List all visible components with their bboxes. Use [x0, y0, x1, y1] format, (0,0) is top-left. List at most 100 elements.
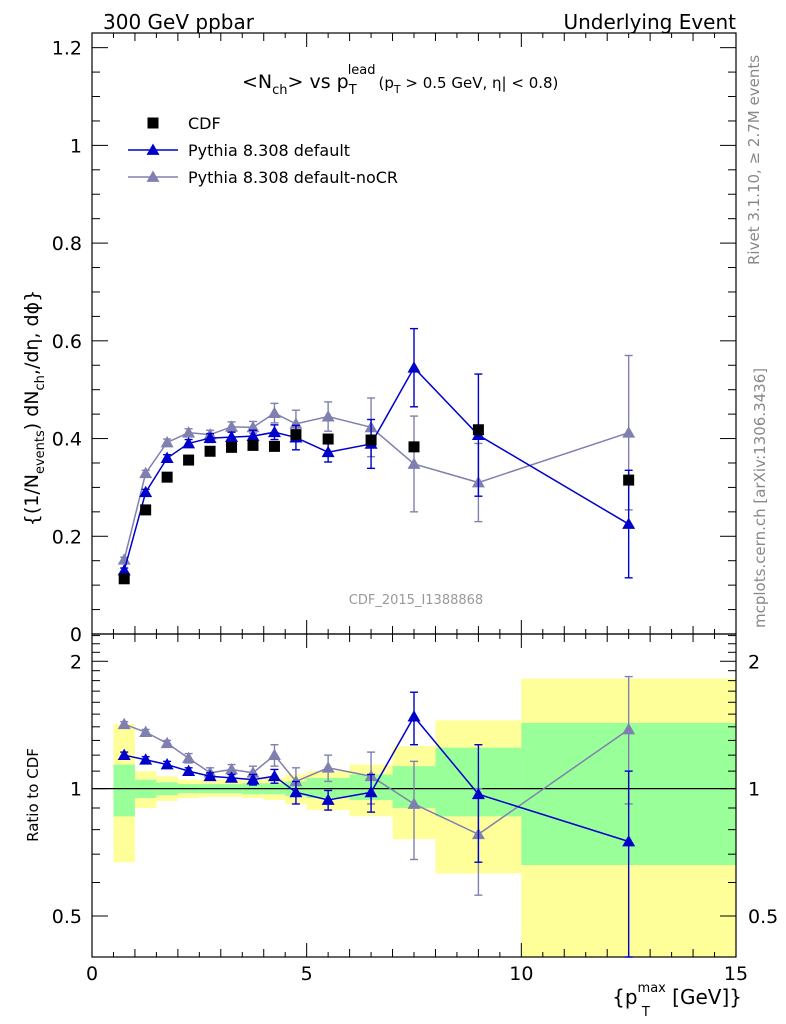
- title-eta: η: [492, 74, 502, 92]
- cdf-data-point: [204, 445, 216, 457]
- ratio-y-tick-label-left: 2: [70, 651, 82, 673]
- ratio-default-series-point: [471, 787, 485, 800]
- ratio-default-series-point: [246, 773, 260, 785]
- cdf-data-point: [408, 441, 420, 453]
- ratio-nocr-series-point: [321, 761, 335, 773]
- x-axis-title: {pmax T [GeV]}: [612, 981, 742, 1020]
- default-series-point: [182, 436, 196, 449]
- title-cut-1: (p: [379, 74, 394, 92]
- nocr-series-point: [622, 426, 636, 438]
- title-sup: lead: [348, 63, 376, 78]
- default-series-point: [622, 517, 636, 529]
- legend: CDF Pythia 8.308 default Pythia 8.308 defa…: [128, 114, 398, 187]
- nocr-series-point: [246, 420, 260, 433]
- title-cut-3: | < 0.8): [502, 74, 559, 92]
- x-tick-label: 10: [509, 963, 533, 985]
- y-tick-label: 0.4: [52, 429, 82, 451]
- ylabel-part-c: ,/dη, dϕ}: [21, 290, 43, 375]
- ratio-nocr-series-point: [182, 751, 196, 764]
- default-series-line: [123, 366, 630, 571]
- ratio-nocr-series-point: [160, 736, 174, 749]
- ratio-default-series-point: [139, 753, 153, 765]
- nocr-series-point: [139, 466, 153, 479]
- nocr-series-point: [182, 426, 196, 438]
- ratio-default-series-point: [321, 793, 335, 805]
- plot-title: <Nch> vs pTlead(pT > 0.5 GeV, η| < 0.8): [242, 63, 558, 98]
- mcplots-label: mcplots.cern.ch [arXiv:1306.3436]: [751, 368, 769, 628]
- xlabel-sub: T: [641, 1005, 650, 1020]
- ylabel-part-b: ) dN: [21, 390, 43, 430]
- xlabel-sup: max: [638, 981, 667, 996]
- title-part-2: > vs p: [288, 71, 349, 93]
- rivet-label: Rivet 3.1.10, ≥ 2.7M events: [745, 55, 763, 265]
- ratio-default-series-point: [160, 758, 174, 770]
- cdf-data-point: [623, 474, 635, 486]
- ratio-default-series-point: [622, 834, 636, 847]
- ratio-nocr-series-point: [117, 717, 131, 730]
- title-cut-2: > 0.5 GeV,: [401, 74, 492, 92]
- default-series-point: [407, 361, 421, 373]
- legend-cdf-marker: [147, 117, 159, 129]
- legend-label-2: Pythia 8.308 default-noCR: [188, 168, 398, 187]
- legend-label-1: Pythia 8.308 default: [188, 141, 350, 160]
- ratio-default-series-point: [182, 764, 196, 776]
- y-tick-label: 1.2: [52, 38, 82, 60]
- y-tick-label: 0.8: [52, 233, 82, 255]
- legend-nocr-marker: [146, 170, 160, 182]
- xlabel-part-b: [GeV]}: [666, 985, 742, 1009]
- default-series-point: [321, 445, 335, 458]
- ratio-nocr-series-point: [407, 797, 421, 809]
- header-left-label: 300 GeV ppbar: [103, 10, 255, 34]
- ratio-y-axis-title: Ratio to CDF: [24, 748, 42, 842]
- default-series-point: [246, 429, 260, 441]
- x-tick-label: 15: [724, 963, 748, 985]
- ratio-nocr-series-point: [267, 748, 281, 761]
- ratio-panel: 0 5 10 15 0.5 0.5 1 1 2 2: [52, 633, 778, 985]
- band-inner: [306, 777, 350, 799]
- legend-label-0: CDF: [188, 114, 221, 133]
- ratio-default-series-point: [364, 785, 378, 798]
- ratio-y-tick-label-right: 2: [748, 651, 760, 673]
- ratio-default-series-point: [407, 710, 421, 722]
- ratio-nocr-series-point: [225, 762, 239, 775]
- y-tick-label: 0.2: [52, 526, 82, 548]
- ratio-y-tick-label-left: 1: [70, 779, 82, 801]
- cdf-data-point: [268, 440, 280, 452]
- cdf-data-point: [118, 573, 130, 585]
- ratio-default-series-point: [289, 785, 303, 798]
- default-series-point: [160, 451, 174, 463]
- nocr-series-point: [321, 410, 335, 422]
- watermark-label: CDF_2015_I1388868: [349, 593, 483, 608]
- title-sub-2: T: [348, 83, 357, 98]
- cdf-data-point: [140, 504, 152, 516]
- ylabel-part-a-sub: events: [33, 430, 48, 474]
- cdf-data-point: [226, 441, 238, 453]
- xlabel-part-a: {p: [612, 985, 637, 1009]
- ratio-y-tick-label-right: 0.5: [748, 906, 778, 928]
- title-cut-sub: T: [393, 83, 401, 96]
- ratio-nocr-series-point: [139, 725, 153, 738]
- y-tick-label: 1: [70, 135, 82, 157]
- main-y-axis-title: {(1/Nevents) dNch,/dη, dϕ}: [21, 290, 48, 526]
- nocr-series-point: [407, 457, 421, 469]
- nocr-series-point: [225, 420, 239, 432]
- ratio-y-tick-label-right: 1: [748, 779, 760, 801]
- nocr-series-point: [160, 435, 174, 448]
- cdf-data-point: [365, 434, 377, 446]
- title-sub-1: ch: [272, 83, 287, 98]
- ylabel-part-a: {(1/N: [21, 474, 43, 526]
- ylabel-part-b-sub: ch: [33, 375, 48, 390]
- cdf-data-point: [472, 424, 484, 436]
- x-tick-label: 5: [301, 963, 313, 985]
- ratio-default-series-point: [225, 771, 239, 783]
- default-series-point: [267, 425, 281, 438]
- cdf-data-point: [183, 454, 195, 466]
- ratio-default-series-point: [203, 769, 217, 782]
- default-series-point: [225, 430, 239, 442]
- ratio-nocr-series-point: [622, 722, 636, 735]
- cdf-data-point: [247, 439, 259, 451]
- cdf-data-point: [161, 471, 173, 483]
- y-tick-label: 0: [70, 624, 82, 646]
- default-series-point: [139, 485, 153, 498]
